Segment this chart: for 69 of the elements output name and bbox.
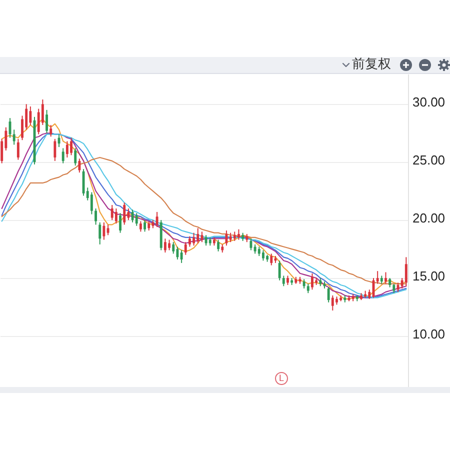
candlestick xyxy=(16,138,20,160)
candlestick xyxy=(156,211,158,228)
candlestick xyxy=(102,222,106,240)
y-tick-label: 15.00 xyxy=(412,268,446,284)
candlestick xyxy=(331,294,334,311)
candlestick xyxy=(388,278,392,288)
candlestick xyxy=(270,253,273,266)
candlestick xyxy=(302,278,306,289)
y-tick-label: 25.00 xyxy=(412,152,446,168)
candlestick xyxy=(254,244,256,254)
candlestick xyxy=(392,283,396,294)
candlestick xyxy=(12,129,16,146)
text: 前复权 xyxy=(352,57,391,73)
candlestick xyxy=(131,209,134,223)
candlestick xyxy=(66,140,68,158)
candlestick xyxy=(54,138,56,162)
candlestick xyxy=(250,238,252,251)
candlestick xyxy=(233,231,236,242)
candlestick xyxy=(229,232,232,243)
candlestick xyxy=(196,228,200,244)
candlestick xyxy=(368,289,371,300)
candlestick xyxy=(282,275,285,287)
candlestick xyxy=(62,148,64,164)
candlestick xyxy=(164,238,166,254)
candlestick xyxy=(384,272,387,284)
candlestick xyxy=(176,246,179,260)
candlestick xyxy=(139,220,142,232)
candlestick xyxy=(46,109,48,134)
candlestick xyxy=(168,239,171,251)
candlestick xyxy=(327,286,330,303)
candlestick xyxy=(262,250,264,262)
candlestick xyxy=(217,239,220,252)
candlestick xyxy=(98,222,102,245)
candlestick xyxy=(123,202,126,226)
candlestick xyxy=(204,234,208,246)
candlestick xyxy=(172,242,175,254)
candlestick xyxy=(192,232,196,246)
candlestick xyxy=(37,108,40,135)
candlestick xyxy=(184,242,187,256)
y-tick-label: 30.00 xyxy=(412,94,446,110)
candlestick xyxy=(278,260,281,281)
candlestick xyxy=(135,212,138,226)
candlestick xyxy=(119,212,122,234)
candlestick xyxy=(306,283,310,294)
candlestick xyxy=(404,256,408,287)
candlestick xyxy=(148,220,150,231)
candlestick xyxy=(188,236,191,248)
candlestick xyxy=(90,192,93,215)
y-tick-label: 20.00 xyxy=(412,210,446,226)
y-tick-label: 10.00 xyxy=(412,326,446,342)
candlestick xyxy=(286,275,289,286)
candlestick xyxy=(29,106,32,126)
candlestick xyxy=(127,208,130,221)
candlestick xyxy=(311,272,314,290)
candlestick xyxy=(258,246,260,257)
candlestick xyxy=(70,137,72,156)
annotation: L xyxy=(275,372,288,385)
candlestick xyxy=(144,220,146,232)
candlestick xyxy=(200,231,204,243)
candlestick xyxy=(110,204,114,221)
candlestick xyxy=(180,250,183,264)
candlestick xyxy=(50,124,52,138)
candlestick xyxy=(225,230,228,246)
candlestick xyxy=(74,148,77,166)
candlestick xyxy=(94,208,97,226)
candlestick xyxy=(114,208,118,224)
candlestick xyxy=(376,270,379,284)
candlestick xyxy=(237,228,240,240)
candlestick xyxy=(78,158,81,174)
